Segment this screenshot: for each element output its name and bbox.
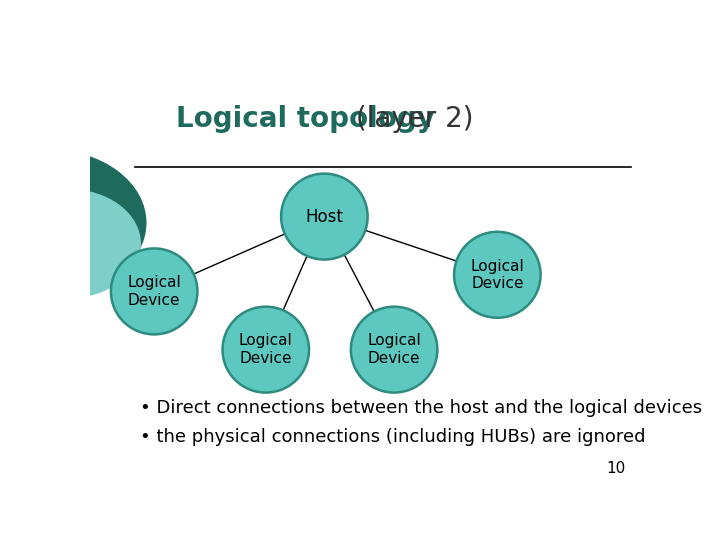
Ellipse shape xyxy=(454,232,541,318)
Ellipse shape xyxy=(222,307,309,393)
Text: 10: 10 xyxy=(606,461,626,476)
Text: Logical
Device: Logical Device xyxy=(470,259,524,291)
Text: • the physical connections (including HUBs) are ignored: • the physical connections (including HU… xyxy=(140,428,646,446)
Text: • Direct connections between the host and the logical devices: • Direct connections between the host an… xyxy=(140,399,702,417)
Text: Logical
Device: Logical Device xyxy=(367,333,421,366)
Text: Logical topology: Logical topology xyxy=(176,105,436,133)
Text: Host: Host xyxy=(305,207,343,226)
Text: Logical
Device: Logical Device xyxy=(239,333,292,366)
Circle shape xyxy=(0,150,145,295)
Text: Logical
Device: Logical Device xyxy=(127,275,181,308)
Text: (layer 2): (layer 2) xyxy=(347,105,474,133)
Ellipse shape xyxy=(281,173,368,260)
Circle shape xyxy=(0,190,140,298)
Ellipse shape xyxy=(111,248,197,334)
Ellipse shape xyxy=(351,307,437,393)
